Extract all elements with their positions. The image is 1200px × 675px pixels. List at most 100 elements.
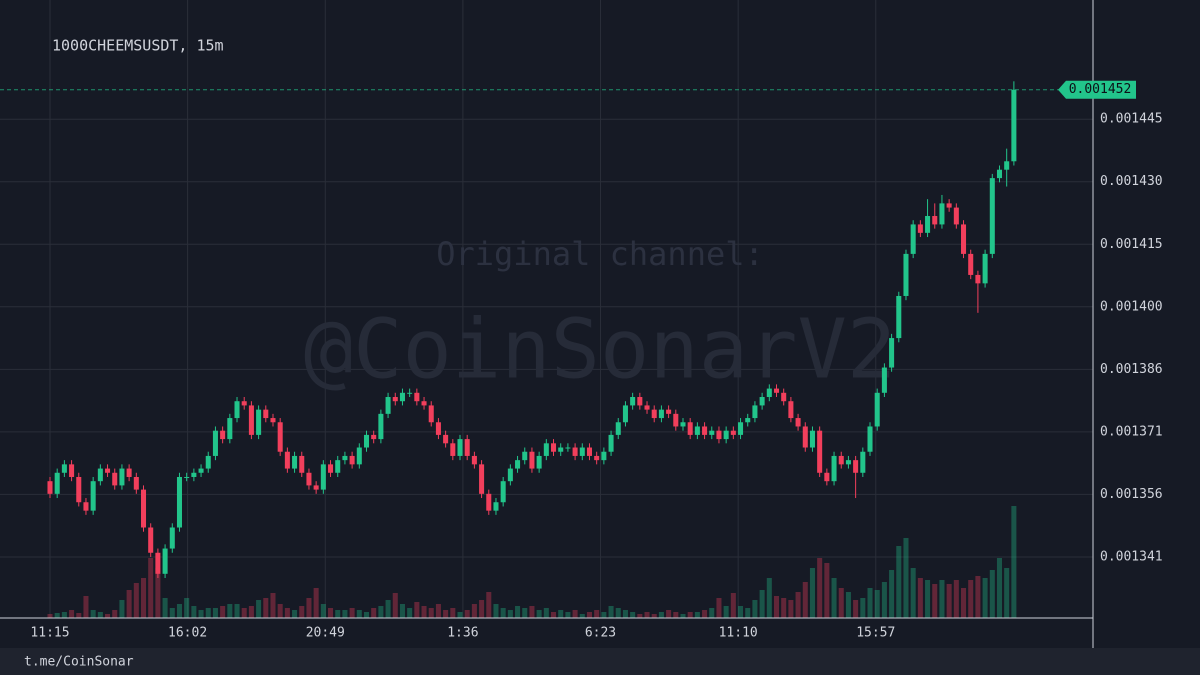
candle-body [227, 418, 233, 440]
volume-bar [97, 612, 103, 618]
candle-body [155, 552, 161, 574]
volume-bar [162, 598, 168, 618]
y-tick-label: 0.001400 [1100, 299, 1163, 314]
volume-bar [773, 596, 780, 618]
volume-bar [550, 612, 557, 618]
volume-bar [543, 608, 549, 618]
candle-body [479, 464, 485, 494]
volume-bar [1011, 506, 1017, 618]
volume-bar [802, 582, 808, 618]
volume-bar [723, 606, 729, 618]
candle-body [428, 405, 434, 423]
candle-body [169, 527, 175, 549]
volume-bar [817, 558, 823, 618]
candle-body [1004, 161, 1010, 170]
candle-body [939, 203, 945, 225]
volume-bar [457, 612, 463, 618]
x-tick-label: 11:10 [719, 626, 758, 641]
candle-body [105, 468, 111, 473]
candle-body [658, 409, 664, 419]
candle-body [637, 397, 643, 406]
candle-body [601, 451, 607, 461]
volume-bar [220, 606, 226, 618]
x-tick-label: 6:23 [585, 626, 616, 641]
volume-bar [716, 598, 722, 618]
candle-body [371, 434, 377, 440]
candle-body [328, 464, 334, 473]
candle-body [500, 481, 506, 503]
volume-bar [133, 583, 139, 618]
candle-body [968, 253, 974, 275]
candle-body [982, 253, 988, 284]
candle-body [83, 502, 89, 511]
candle-body [133, 476, 139, 490]
volume-bar [464, 610, 470, 618]
candle-body [198, 468, 204, 473]
candle-body [140, 489, 147, 528]
candle-body [925, 216, 931, 233]
candle-body [356, 447, 362, 465]
volume-bar [184, 598, 190, 618]
candle-body [550, 443, 557, 452]
candle-body [745, 418, 751, 423]
volume-bar [975, 576, 981, 618]
candle-body [953, 207, 959, 225]
candle-body [795, 418, 801, 427]
volume-bar [845, 592, 851, 618]
volume-bar [313, 588, 319, 618]
candle-body [399, 392, 405, 402]
volume-bar [198, 610, 204, 618]
candle-body [788, 401, 794, 419]
volume-bar [54, 613, 60, 618]
candle-body [335, 460, 341, 473]
volume-bar [788, 600, 794, 618]
volume-bar [536, 610, 542, 618]
volume-bar [795, 592, 801, 618]
candle-body [61, 464, 67, 473]
candle-body [263, 409, 269, 419]
candle-body [961, 224, 967, 254]
candle-body [522, 451, 528, 461]
candle-body [867, 426, 873, 452]
volume-bar [867, 588, 873, 618]
volume-bar [342, 610, 348, 618]
candle-body [702, 426, 708, 435]
volume-bar [651, 614, 657, 618]
volume-bar [831, 578, 837, 618]
volume-layer [47, 506, 1017, 618]
volume-bar [112, 610, 118, 618]
volume-bar [752, 600, 758, 618]
candle-body [435, 422, 441, 435]
volume-bar [925, 580, 931, 618]
volume-bar [680, 614, 686, 618]
candle-body [97, 468, 103, 482]
volume-bar [881, 582, 887, 618]
volume-bar [594, 610, 600, 618]
y-tick-label: 0.001386 [1100, 362, 1163, 377]
candle-body [896, 295, 902, 339]
y-tick-label: 0.001430 [1100, 174, 1163, 189]
candle-body [565, 447, 571, 449]
volume-bar [759, 590, 765, 618]
y-tick-label: 0.001415 [1100, 237, 1163, 252]
candle-body [176, 476, 182, 528]
candle-body [666, 409, 672, 414]
volume-bar [838, 588, 844, 618]
volume-bar [493, 604, 499, 618]
volume-bar [371, 608, 377, 618]
candle-body [975, 274, 981, 284]
candle-body [903, 253, 909, 296]
candle-body [809, 430, 815, 448]
volume-bar [385, 600, 391, 618]
candle-body [910, 224, 916, 254]
volume-bar [227, 604, 233, 618]
volume-bar [83, 596, 89, 618]
volume-bar [428, 608, 434, 618]
volume-bar [414, 602, 420, 618]
candle-body [845, 460, 851, 465]
candle-body [277, 422, 283, 452]
candle-body [543, 443, 549, 456]
volume-bar [572, 610, 578, 618]
candle-body [694, 426, 700, 435]
